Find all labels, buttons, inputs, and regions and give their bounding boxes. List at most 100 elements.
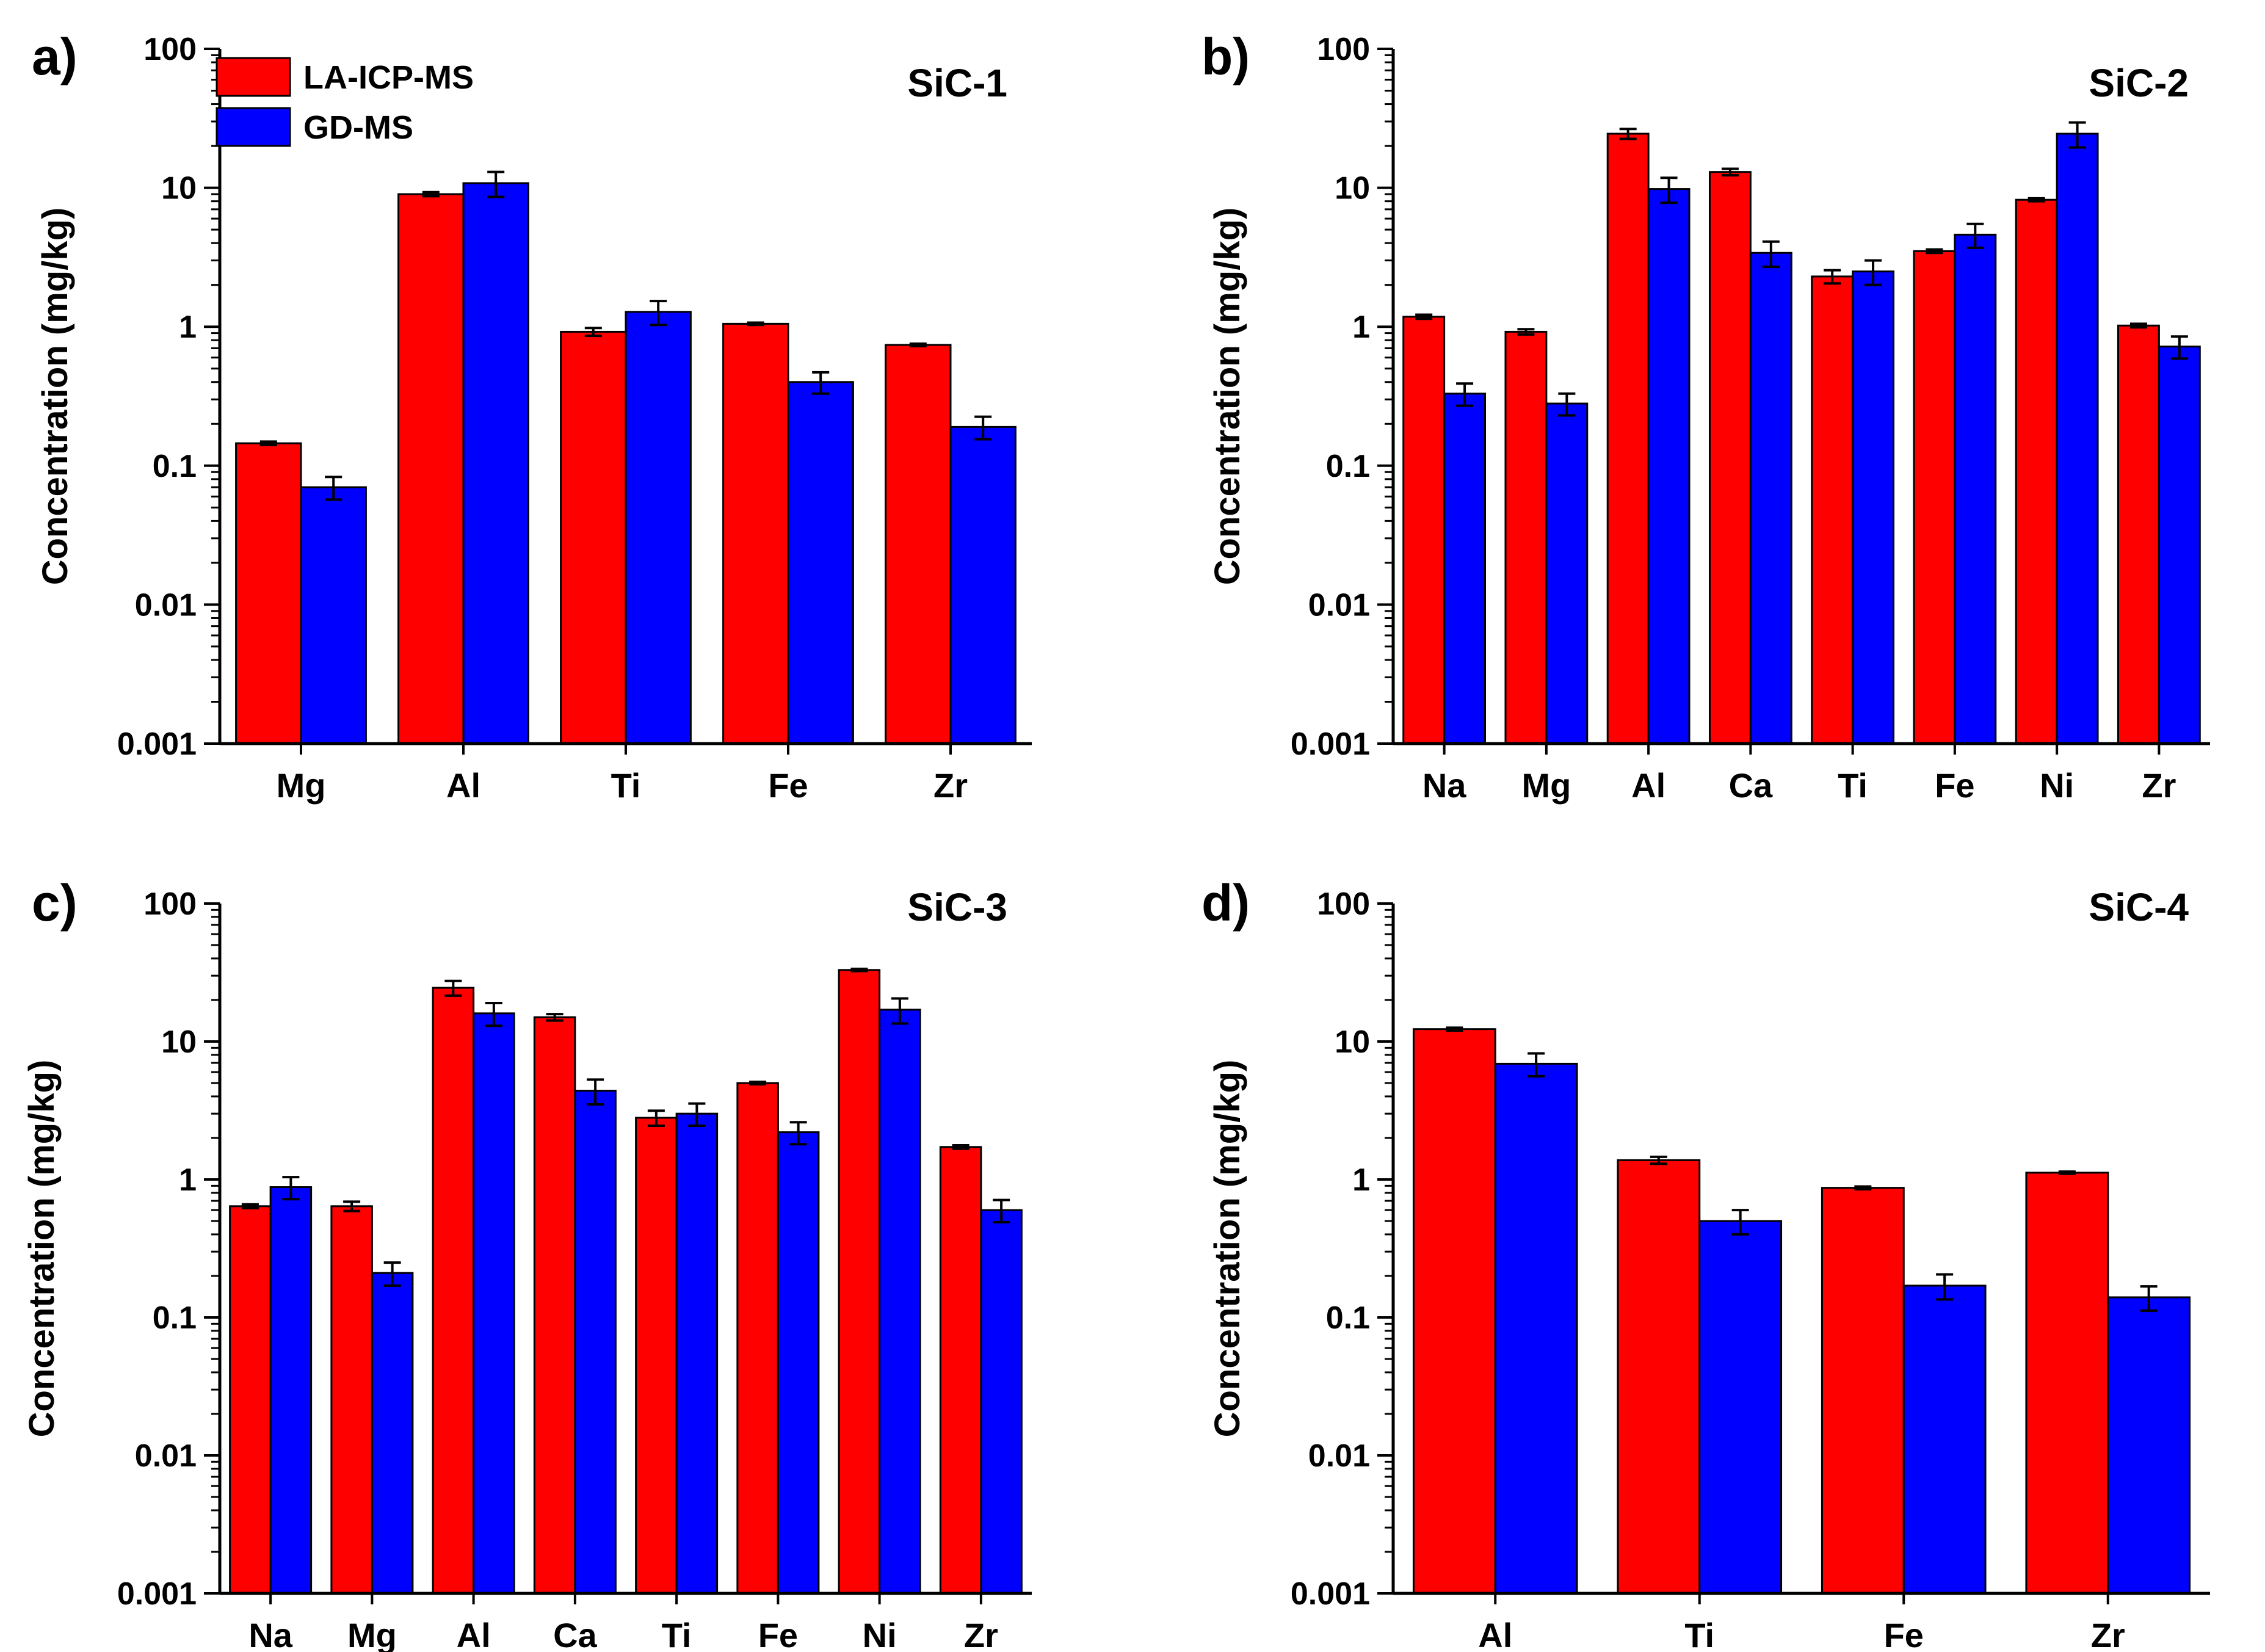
bar-la-icp-ms-mg <box>1504 330 1548 745</box>
chart-panel-3: Na Mg Al Ca Ti Fe Ni Zr 0.001 0.01 0.1 1 10 100 Concen… <box>22 874 1032 1652</box>
bar-la-icp-ms-fe <box>722 322 789 745</box>
bar-gd-ms-mg <box>300 486 367 745</box>
y-axis-title: Concentration (mg/kg) <box>1208 208 1247 585</box>
error-bar-gd-ms-ti <box>1865 259 1882 286</box>
error-bar-gd-ms-na <box>282 1176 300 1201</box>
error-bar-la-icp-ms-ni <box>2028 197 2045 203</box>
y-tick-label: 0.01 <box>135 1438 197 1474</box>
x-tick-label-ti: Ti <box>611 766 641 805</box>
y-tick-label: 100 <box>1317 886 1370 922</box>
bar-la-icp-ms-fe <box>736 1082 779 1595</box>
y-tick-label: 10 <box>1335 1024 1370 1060</box>
error-bar-la-icp-ms-zr <box>909 342 927 347</box>
x-tick-label-zr: Zr <box>964 1616 998 1652</box>
x-tick-label-fe: Fe <box>768 766 808 805</box>
bar-la-icp-ms-na <box>229 1205 272 1595</box>
bar-gd-ms-mg <box>1545 402 1589 745</box>
error-bar-gd-ms-al <box>1660 176 1678 205</box>
error-bar-la-icp-ms-zr <box>2129 322 2147 329</box>
bar-la-icp-ms-ni <box>2015 198 2058 745</box>
error-bar-la-icp-ms-ca <box>1721 167 1739 177</box>
bar-gd-ms-zr <box>2158 346 2201 745</box>
error-bar-la-icp-ms-fe <box>749 1081 767 1086</box>
y-tick-label: 0.001 <box>1291 1576 1370 1612</box>
error-bar-gd-ms-ti <box>1731 1209 1749 1236</box>
x-tick-label-ti: Ti <box>662 1616 692 1652</box>
error-bar-la-icp-ms-al <box>422 190 440 198</box>
error-bar-la-icp-ms-fe <box>1926 248 1943 255</box>
error-bar-gd-ms-zr <box>993 1198 1010 1224</box>
error-bar-gd-ms-zr <box>974 415 992 441</box>
x-tick-label-ni: Ni <box>2040 766 2074 805</box>
bar-la-icp-ms-zr <box>885 344 952 745</box>
panel-title: SiC-3 <box>907 885 1007 929</box>
error-bar-gd-ms-mg <box>325 476 342 501</box>
bar-gd-ms-zr <box>980 1209 1023 1595</box>
error-bar-gd-ms-mg <box>1558 392 1576 417</box>
error-bar-gd-ms-ni <box>2068 121 2086 149</box>
bar-la-icp-ms-zr <box>2025 1172 2109 1595</box>
bar-gd-ms-mg <box>371 1272 414 1595</box>
error-bar-la-icp-ms-ti <box>1824 269 1841 285</box>
bar-la-icp-ms-zr <box>939 1146 982 1595</box>
panel-label: a) <box>32 28 78 85</box>
y-tick-label: 1 <box>1352 310 1370 345</box>
bar-la-icp-ms-fe <box>1913 250 1956 745</box>
bar-la-icp-ms-al <box>1412 1028 1496 1595</box>
bar-gd-ms-fe <box>777 1131 820 1595</box>
bar-gd-ms-zr <box>949 426 1017 745</box>
bar-gd-ms-al <box>473 1012 515 1595</box>
y-tick-label: 0.1 <box>153 1300 197 1336</box>
error-bar-gd-ms-mg <box>383 1261 401 1287</box>
x-tick-label-ca: Ca <box>1729 766 1773 805</box>
x-tick-label-fe: Fe <box>758 1616 798 1652</box>
y-tick-label: 0.001 <box>117 726 197 762</box>
legend-label-la-icp-ms: LA-ICP-MS <box>303 59 474 96</box>
bar-gd-ms-fe <box>787 381 854 745</box>
x-tick-label-al: Al <box>446 766 480 805</box>
bar-gd-ms-na <box>269 1186 313 1595</box>
x-tick-label-al: Al <box>457 1616 491 1652</box>
y-tick-label: 0.001 <box>117 1576 197 1612</box>
error-bar-la-icp-ms-al <box>1446 1026 1463 1032</box>
bar-la-icp-ms-al <box>432 987 475 1595</box>
error-bar-gd-ms-ca <box>1762 240 1780 269</box>
error-bar-gd-ms-ti <box>688 1102 706 1128</box>
bar-gd-ms-al <box>1647 188 1691 745</box>
bar-gd-ms-ti <box>1852 270 1895 745</box>
legend-swatch-gd-ms <box>216 107 291 147</box>
y-axis-title: Concentration (mg/kg) <box>35 208 75 585</box>
error-bar-la-icp-ms-ni <box>850 968 868 973</box>
error-bar-gd-ms-fe <box>1966 222 1984 249</box>
bar-la-icp-ms-ti <box>1617 1159 1701 1595</box>
chart-panel-4: Al Ti Fe Zr 0.001 0.01 0.1 1 10 100 Concentration … <box>1201 874 2210 1652</box>
chart-panel-1: Mg Al Ti Fe Zr 0.001 0.01 0.1 1 10 100 Concentratio… <box>32 28 1032 805</box>
panel-title: SiC-1 <box>907 61 1007 105</box>
bar-la-icp-ms-mg <box>235 442 302 745</box>
panel-label: b) <box>1201 28 1250 85</box>
bar-gd-ms-na <box>1443 393 1487 745</box>
error-bar-gd-ms-zr <box>2170 335 2188 360</box>
bar-la-icp-ms-ti <box>560 330 627 745</box>
bar-la-icp-ms-zr <box>2117 324 2160 745</box>
bar-la-icp-ms-al <box>1606 132 1650 745</box>
y-tick-label: 0.1 <box>1326 1300 1370 1336</box>
error-bar-la-icp-ms-fe <box>1854 1185 1872 1190</box>
error-bar-la-icp-ms-fe <box>747 321 764 327</box>
error-bar-gd-ms-fe <box>789 1121 807 1146</box>
y-tick-label: 0.1 <box>153 449 197 484</box>
x-tick-label-zr: Zr <box>933 766 968 805</box>
x-tick-label-mg: Mg <box>277 766 326 805</box>
y-axis-title: Concentration (mg/kg) <box>1208 1060 1247 1438</box>
y-tick-label: 1 <box>179 310 197 345</box>
x-tick-label-ti: Ti <box>1684 1616 1714 1652</box>
panel-title: SiC-2 <box>2089 61 2189 105</box>
y-tick-label: 100 <box>143 886 197 922</box>
x-tick-label-zr: Zr <box>2142 766 2176 805</box>
error-bar-la-icp-ms-zr <box>952 1143 969 1150</box>
x-tick-label-mg: Mg <box>347 1616 397 1652</box>
error-bar-la-icp-ms-ti <box>647 1109 665 1128</box>
error-bar-la-icp-ms-mg <box>259 440 277 446</box>
error-bar-gd-ms-ti <box>650 300 667 327</box>
